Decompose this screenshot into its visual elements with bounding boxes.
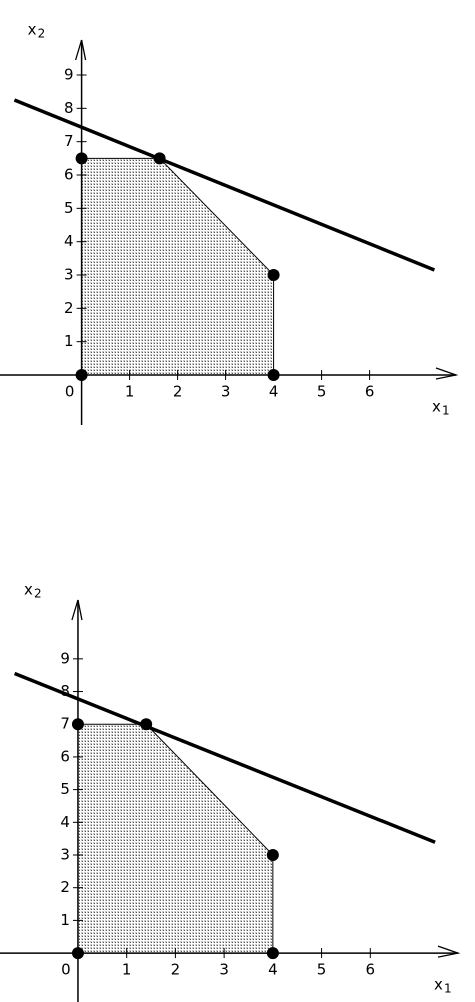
y-tick-label: 3 — [64, 266, 74, 284]
vertex — [266, 947, 279, 960]
x-tick-label: 5 — [317, 383, 327, 401]
vertex — [75, 369, 88, 381]
y-tick-label: 1 — [60, 911, 70, 929]
y-tick-label: 6 — [64, 166, 74, 184]
x-tick-label: 5 — [317, 961, 327, 979]
x-tick-label: 1 — [125, 383, 135, 401]
x-tick-label: 3 — [219, 961, 229, 979]
feasible-region — [77, 723, 274, 954]
y-tick-label: 8 — [60, 682, 70, 700]
x-axis-label: x — [432, 398, 441, 416]
y-arrow — [71, 599, 83, 621]
vertex — [71, 718, 84, 731]
x-tick-label: 6 — [366, 961, 376, 979]
x-tick-label: 4 — [269, 383, 279, 401]
vertex — [75, 152, 88, 165]
y-arrow — [74, 39, 87, 61]
y-tick-label: 7 — [60, 715, 70, 733]
x-tick-label: 1 — [122, 961, 132, 979]
x-tick-label: 6 — [365, 383, 375, 401]
y-tick-label: 7 — [64, 132, 74, 150]
x-axis-label-sub: 1 — [442, 404, 450, 418]
x-tick-label: 3 — [221, 383, 231, 401]
y-tick-label: 4 — [60, 813, 70, 831]
y-tick-label: 3 — [60, 846, 70, 864]
feasible-region — [81, 157, 275, 376]
objective-line — [13, 671, 436, 844]
vertex — [71, 947, 84, 960]
y-tick-label: 4 — [64, 232, 74, 250]
x-tick-label: 0 — [61, 961, 71, 979]
y-tick-label: 9 — [64, 66, 74, 84]
x-tick-label: 2 — [171, 961, 181, 979]
vertex — [267, 369, 280, 381]
x-arrow — [435, 367, 459, 380]
vertex — [266, 849, 279, 862]
x-arrow — [437, 945, 461, 958]
y-axis-label: x — [28, 21, 37, 39]
y-axis-label-sub: 2 — [38, 27, 46, 41]
y-tick-label: 1 — [64, 332, 74, 350]
vertex — [267, 269, 280, 281]
y-tick-label: 5 — [64, 199, 74, 217]
y-tick-label: 2 — [64, 299, 74, 317]
y-tick-label: 9 — [60, 649, 70, 667]
x-axis-label-sub: 1 — [444, 982, 452, 996]
x-tick-label: 4 — [268, 961, 278, 979]
x-tick-label: 2 — [173, 383, 183, 401]
x-tick-label: 0 — [65, 383, 75, 401]
y-tick-label: 5 — [60, 780, 70, 798]
y-tick-label: 2 — [60, 878, 70, 896]
vertex — [140, 718, 153, 731]
vertex — [153, 152, 166, 165]
y-tick-label: 6 — [60, 747, 70, 765]
y-tick-label: 8 — [64, 99, 74, 117]
y-axis-label: x — [24, 581, 33, 599]
x-axis-label: x — [434, 976, 443, 994]
objective-line — [13, 98, 436, 272]
y-axis-label-sub: 2 — [34, 587, 42, 601]
